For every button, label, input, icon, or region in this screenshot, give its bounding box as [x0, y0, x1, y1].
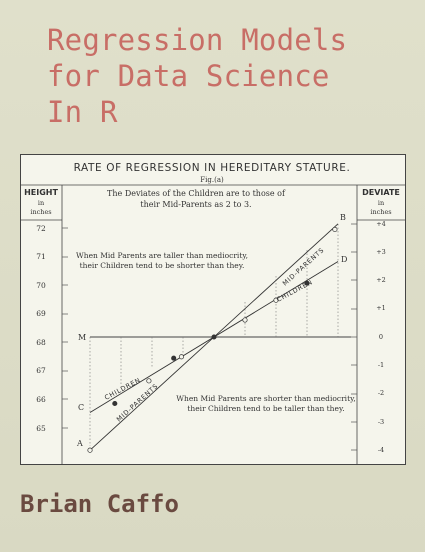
letter-d: D: [341, 255, 347, 264]
data-point: [146, 378, 152, 384]
note-top-line-1: When Mid Parents are taller than mediocr…: [76, 251, 248, 260]
data-points: [87, 226, 338, 453]
figure-frame: [20, 154, 406, 465]
right-tick-label: +1: [376, 304, 386, 312]
right-tick-label: -2: [378, 389, 384, 397]
title-line-1: Regression Models: [47, 23, 348, 57]
letter-c: C: [78, 403, 84, 412]
data-point: [273, 297, 279, 303]
note-bottom-line-2: their Children tend to be taller than th…: [187, 404, 344, 413]
deviate-header-in: in: [378, 199, 384, 207]
right-tick-label: 0: [379, 333, 383, 341]
data-point: [211, 334, 217, 340]
data-point: [112, 400, 118, 407]
left-tick-label: 68: [36, 338, 46, 347]
title-line-2: for Data Science: [47, 59, 330, 93]
right-tick-label: +4: [376, 220, 386, 228]
right-tick-label: -4: [378, 446, 384, 454]
data-point: [332, 226, 338, 233]
left-tick-label: 69: [36, 309, 46, 318]
figure-svg: RATE OF REGRESSION IN HEREDITARY STATURE…: [20, 154, 406, 465]
galton-regression-figure: RATE OF REGRESSION IN HEREDITARY STATURE…: [20, 154, 406, 465]
tick-marks: [62, 223, 357, 451]
right-tick-label: +2: [376, 276, 386, 284]
right-tick-label: +3: [376, 248, 386, 256]
caption-line-2: their Mid-Parents as 2 to 3.: [140, 200, 251, 209]
left-tick-label: 66: [36, 395, 46, 404]
letter-a: A: [76, 439, 83, 448]
deviate-header: DEVIATE: [362, 188, 400, 197]
right-axis-ticks: +4 +3 +2 +1 0 -1 -2 -3 -4: [376, 220, 386, 454]
deviate-header-inches: inches: [370, 208, 391, 216]
data-point: [178, 354, 185, 360]
title-line-3: In R: [47, 95, 118, 129]
note-bottom-line-1: When Mid Parents are shorter than medioc…: [176, 394, 355, 403]
height-header-in: in: [38, 199, 44, 207]
left-tick-label: 71: [36, 252, 46, 261]
data-point: [87, 447, 93, 453]
left-tick-label: 65: [36, 424, 46, 433]
figure-label: Fig.(a): [200, 176, 224, 184]
figure-title: RATE OF REGRESSION IN HEREDITARY STATURE…: [74, 162, 351, 174]
right-tick-label: -3: [378, 418, 384, 426]
data-point: [171, 355, 177, 361]
letter-b: B: [340, 213, 346, 222]
data-point: [242, 317, 248, 323]
height-header: HEIGHT: [24, 188, 58, 197]
book-title: Regression Models for Data Science In R: [47, 22, 347, 130]
note-top-line-2: their Children tend to be shorter than t…: [80, 261, 245, 270]
data-point: [304, 280, 310, 286]
left-tick-label: 70: [36, 281, 46, 290]
left-tick-label: 67: [36, 366, 46, 375]
height-header-inches: inches: [30, 208, 51, 216]
letter-m: M: [78, 333, 86, 342]
caption-line-1: The Deviates of the Children are to thos…: [107, 189, 286, 198]
right-tick-label: -1: [378, 361, 384, 369]
left-tick-label: 72: [36, 224, 46, 233]
author-name: Brian Caffo: [20, 490, 179, 518]
left-axis-ticks: 72 71 70 69 68 67 66 65: [36, 224, 46, 433]
